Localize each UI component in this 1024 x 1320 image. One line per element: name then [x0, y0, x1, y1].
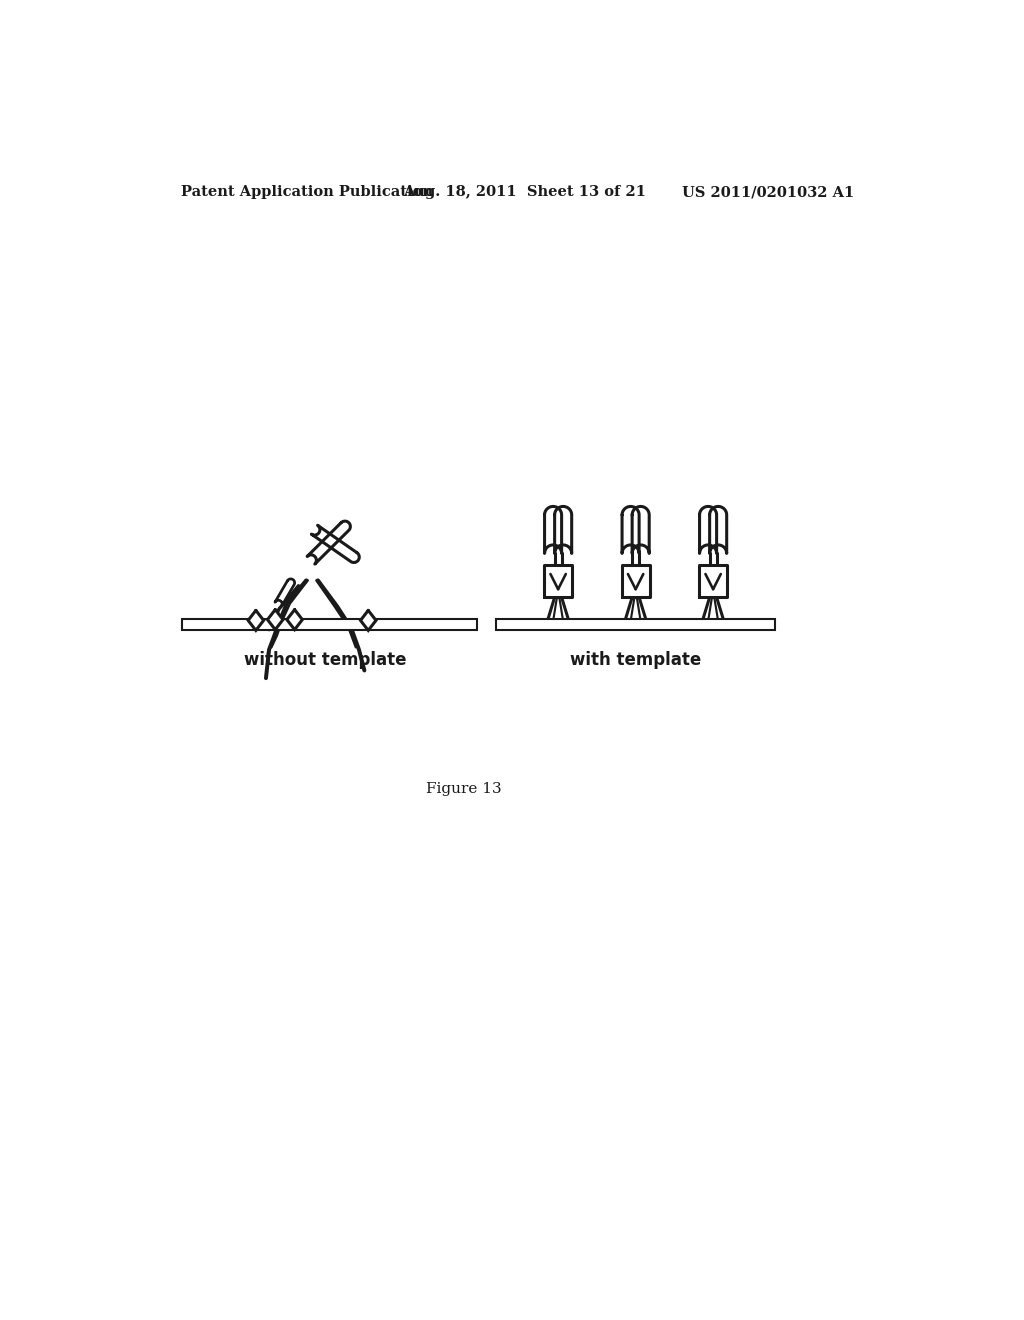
- Polygon shape: [545, 507, 561, 553]
- Bar: [182, 619, 477, 630]
- Text: Figure 13: Figure 13: [426, 781, 502, 796]
- Polygon shape: [699, 565, 727, 597]
- Bar: [496, 619, 775, 630]
- Polygon shape: [622, 507, 639, 553]
- Polygon shape: [555, 507, 571, 553]
- Polygon shape: [544, 565, 572, 597]
- Polygon shape: [710, 507, 727, 553]
- Polygon shape: [275, 579, 295, 606]
- Text: with template: with template: [570, 651, 701, 669]
- Polygon shape: [622, 565, 649, 597]
- Text: Patent Application Publication: Patent Application Publication: [180, 185, 433, 199]
- Polygon shape: [287, 610, 302, 630]
- Text: US 2011/0201032 A1: US 2011/0201032 A1: [682, 185, 854, 199]
- Polygon shape: [267, 610, 283, 630]
- Text: without template: without template: [245, 651, 407, 669]
- Polygon shape: [248, 610, 263, 631]
- Text: Aug. 18, 2011  Sheet 13 of 21: Aug. 18, 2011 Sheet 13 of 21: [403, 185, 646, 199]
- Polygon shape: [360, 610, 376, 631]
- Polygon shape: [311, 525, 359, 562]
- Polygon shape: [699, 507, 717, 553]
- Polygon shape: [307, 521, 350, 564]
- Polygon shape: [632, 507, 649, 553]
